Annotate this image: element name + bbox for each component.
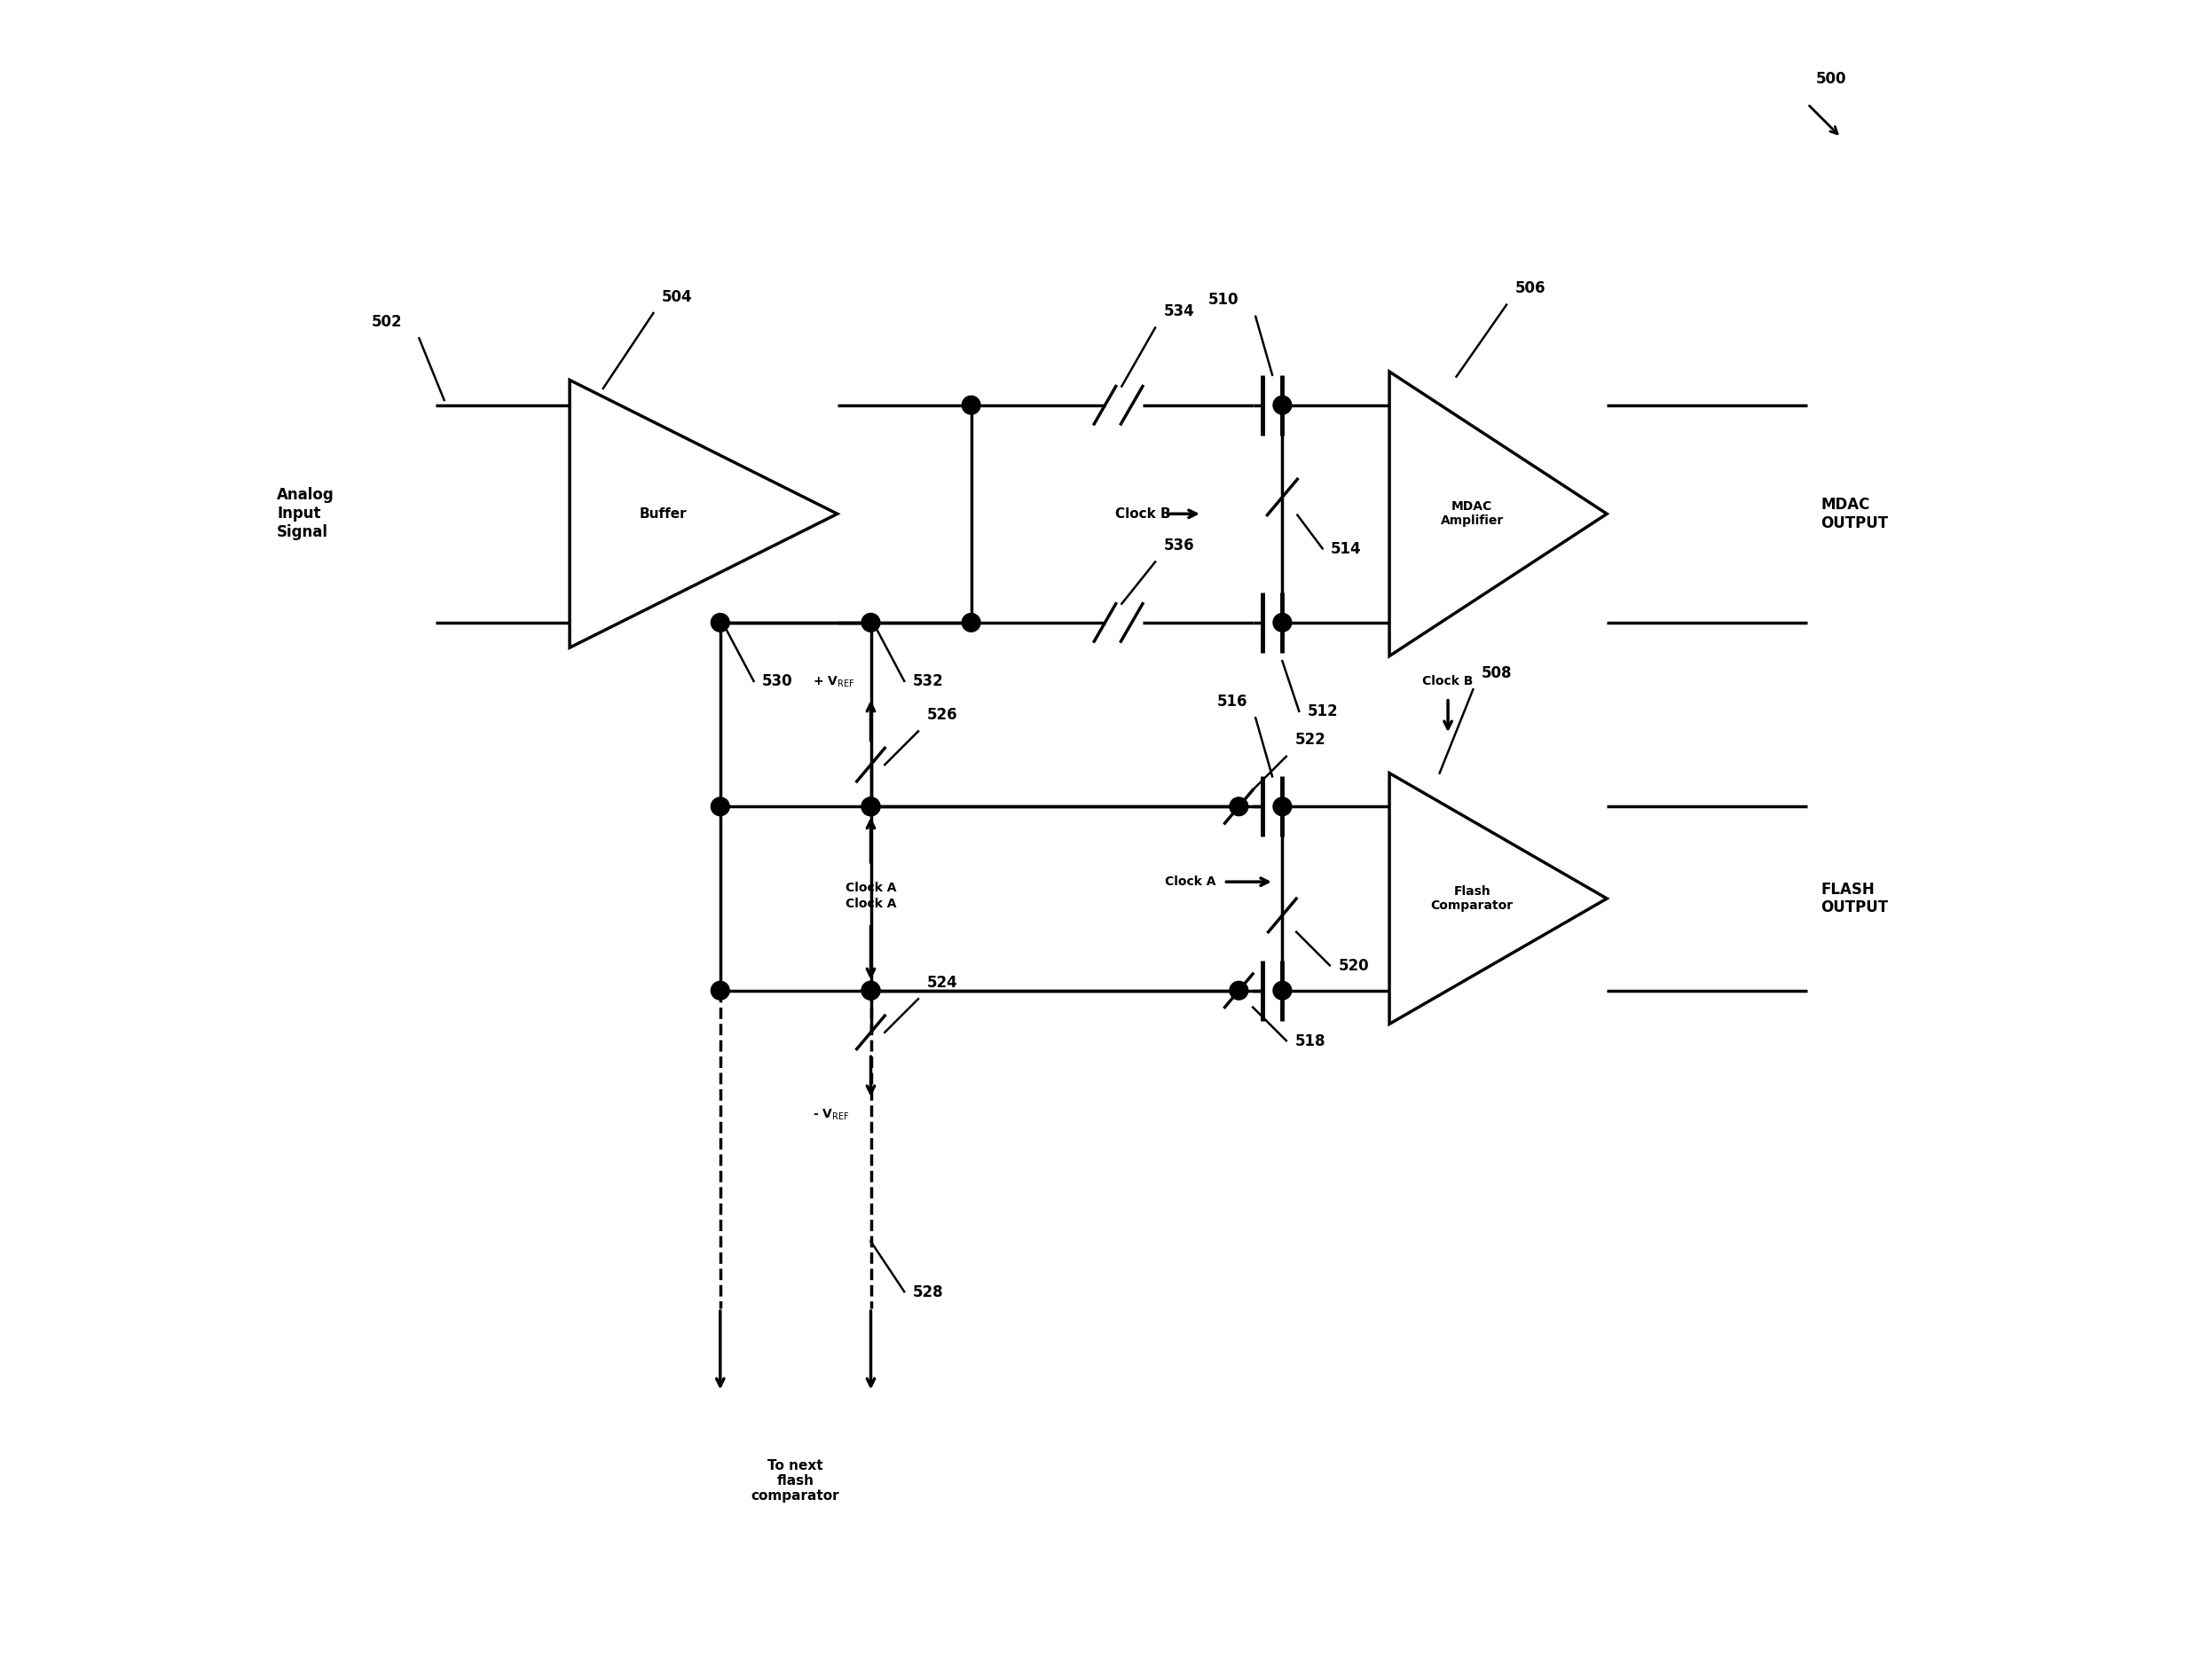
Text: MDAC
Amplifier: MDAC Amplifier [1441,501,1503,528]
Text: 528: 528 [913,1284,944,1300]
Text: 526: 526 [926,707,957,722]
Text: 504: 504 [661,289,692,304]
Circle shape [1273,981,1291,1000]
Text: 518: 518 [1295,1033,1326,1048]
Text: Analog
Input
Signal: Analog Input Signal [276,487,334,541]
Circle shape [1273,396,1291,415]
Circle shape [712,613,729,632]
Text: 500: 500 [1817,71,1848,87]
Text: 520: 520 [1337,958,1368,974]
Text: Flash
Comparator: Flash Comparator [1430,885,1514,912]
Text: 512: 512 [1308,704,1337,719]
Circle shape [862,798,880,816]
Text: Buffer: Buffer [639,507,687,521]
Text: 514: 514 [1330,541,1361,556]
Text: 522: 522 [1295,732,1326,748]
Text: 524: 524 [926,974,957,991]
Text: Clock A: Clock A [844,897,897,911]
Circle shape [961,396,981,415]
Text: 532: 532 [913,674,944,689]
Circle shape [961,613,981,632]
Text: 516: 516 [1216,694,1246,709]
Circle shape [1229,981,1249,1000]
Circle shape [862,981,880,1000]
Text: + V$_{\mathrm{REF}}$: + V$_{\mathrm{REF}}$ [813,675,855,689]
Text: FLASH
OUTPUT: FLASH OUTPUT [1821,882,1890,916]
Text: MDAC
OUTPUT: MDAC OUTPUT [1821,497,1890,531]
Circle shape [862,798,880,816]
Circle shape [862,613,880,632]
Circle shape [1273,613,1291,632]
Text: Clock A: Clock A [844,882,897,894]
Text: Clock B: Clock B [1423,675,1474,687]
Circle shape [712,981,729,1000]
Text: 530: 530 [762,674,793,689]
Text: Clock A: Clock A [1165,875,1216,889]
Text: 502: 502 [371,314,402,329]
Text: - V$_{\mathrm{REF}}$: - V$_{\mathrm{REF}}$ [813,1107,849,1122]
Circle shape [862,981,880,1000]
Text: 534: 534 [1162,304,1193,319]
Text: 506: 506 [1514,281,1545,296]
Circle shape [712,798,729,816]
Text: 510: 510 [1209,292,1240,307]
Text: To next
flash
comparator: To next flash comparator [751,1458,840,1504]
Text: 508: 508 [1481,665,1512,680]
Text: 536: 536 [1162,538,1193,553]
Text: Clock B: Clock B [1116,507,1171,521]
Circle shape [1229,798,1249,816]
Circle shape [1273,798,1291,816]
